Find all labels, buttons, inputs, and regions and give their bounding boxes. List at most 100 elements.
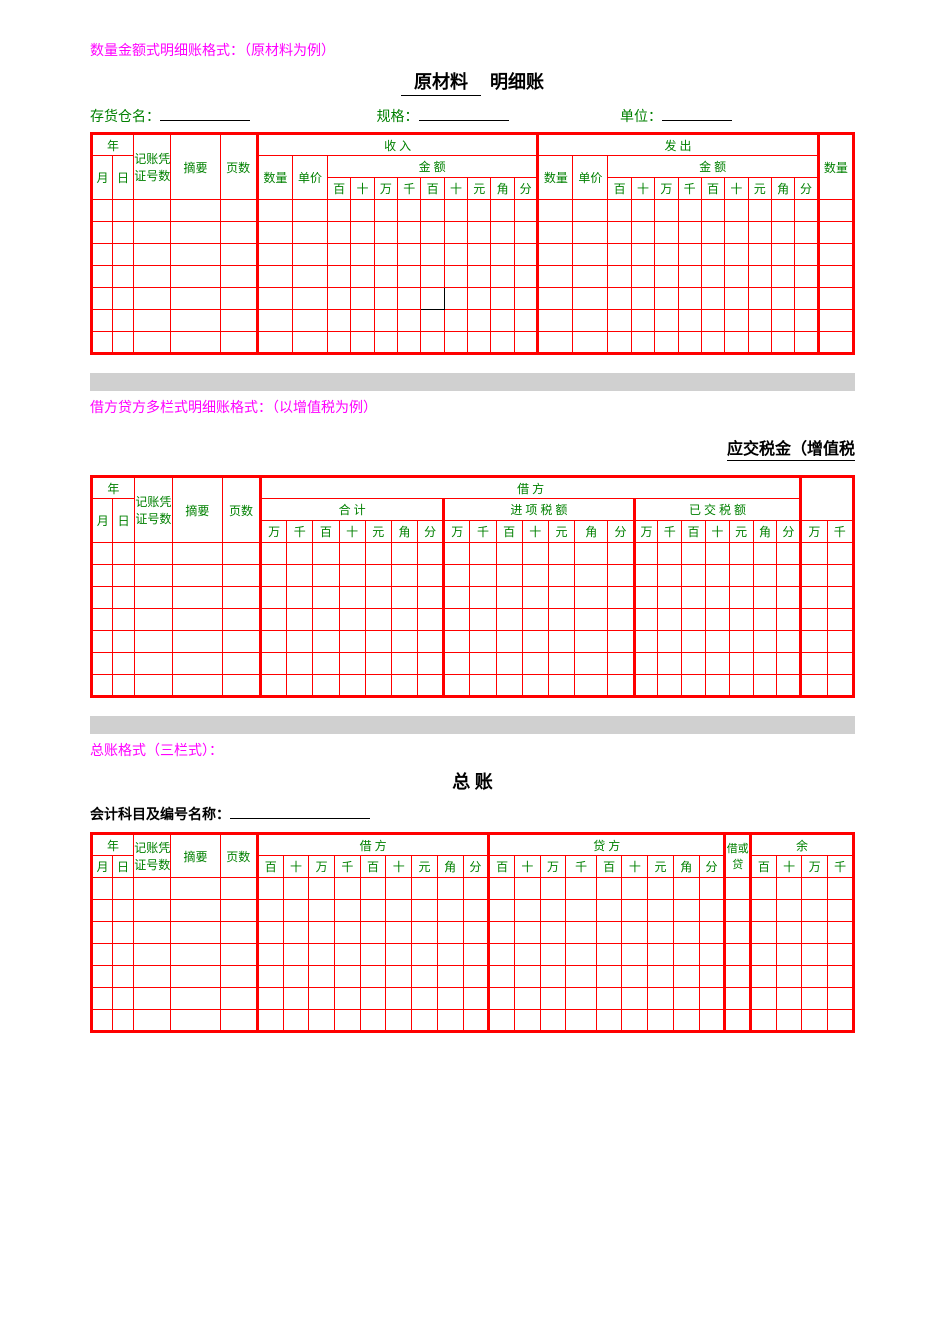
table-cell xyxy=(437,1010,463,1032)
table-cell xyxy=(818,310,853,332)
table-cell xyxy=(751,988,777,1010)
table-cell xyxy=(828,1010,854,1032)
table-cell xyxy=(608,587,634,609)
table-cell xyxy=(171,310,220,332)
table-cell xyxy=(540,900,566,922)
table-cell xyxy=(801,675,827,697)
table-cell xyxy=(283,922,309,944)
table-cell xyxy=(489,1010,515,1032)
table-cell xyxy=(113,310,134,332)
table-cell xyxy=(573,310,608,332)
digit-cell: 十 xyxy=(631,178,654,200)
table-cell xyxy=(622,1010,648,1032)
table-cell xyxy=(257,900,283,922)
table-cell xyxy=(678,200,701,222)
table-cell xyxy=(827,631,854,653)
table-cell xyxy=(257,200,292,222)
table-cell xyxy=(468,200,491,222)
digit-cell: 千 xyxy=(678,178,701,200)
table-cell xyxy=(171,878,220,900)
table-cell xyxy=(795,244,818,266)
table-cell xyxy=(514,1010,540,1032)
digit-cell: 角 xyxy=(771,178,794,200)
table-cell xyxy=(113,675,134,697)
digit-cell: 分 xyxy=(777,521,801,543)
table-cell xyxy=(444,332,467,354)
table-cell xyxy=(678,332,701,354)
table-cell xyxy=(751,922,777,944)
table-cell xyxy=(391,631,417,653)
table-cell xyxy=(751,944,777,966)
table-cell xyxy=(596,900,622,922)
table-cell xyxy=(309,988,335,1010)
table-cell xyxy=(514,966,540,988)
section3-label: 总账格式（三栏式）： xyxy=(90,740,855,760)
table-cell xyxy=(725,922,751,944)
table-cell xyxy=(771,200,794,222)
table-cell xyxy=(648,900,674,922)
digit-cell: 十 xyxy=(351,178,374,200)
table-cell xyxy=(113,878,134,900)
table-cell xyxy=(648,944,674,966)
table-cell xyxy=(444,587,470,609)
table-cell xyxy=(92,631,113,653)
table-cell xyxy=(386,988,412,1010)
table-cell xyxy=(771,244,794,266)
table-cell xyxy=(220,266,257,288)
table-cell xyxy=(827,609,854,631)
table-cell xyxy=(444,675,470,697)
table-cell xyxy=(220,922,257,944)
table-cell xyxy=(522,543,548,565)
table-cell xyxy=(283,1010,309,1032)
h2-month: 月 xyxy=(92,499,113,543)
table-cell xyxy=(113,200,134,222)
table-cell xyxy=(113,922,134,944)
table-cell xyxy=(673,900,699,922)
section3-table: 年 记账凭证号数 摘要 页数 借 方 贷 方 借或贷 余 月 日 百十万千百十元… xyxy=(90,832,855,1033)
table-cell xyxy=(412,988,438,1010)
table-cell xyxy=(818,222,853,244)
table-cell xyxy=(92,966,113,988)
digit-cell: 元 xyxy=(365,521,391,543)
table-cell xyxy=(631,332,654,354)
table-cell xyxy=(257,988,283,1010)
table-cell xyxy=(596,988,622,1010)
table-cell xyxy=(335,900,361,922)
table-cell xyxy=(360,922,386,944)
table-cell xyxy=(313,675,339,697)
table-cell xyxy=(777,609,801,631)
table-cell xyxy=(360,878,386,900)
table-cell xyxy=(725,1010,751,1032)
digit-cell: 十 xyxy=(444,178,467,200)
table-cell xyxy=(634,543,658,565)
table-cell xyxy=(566,988,596,1010)
table-cell xyxy=(171,200,220,222)
table-cell xyxy=(648,966,674,988)
table-cell xyxy=(339,675,365,697)
table-cell xyxy=(777,653,801,675)
table-cell xyxy=(391,565,417,587)
table-cell xyxy=(522,631,548,653)
table-cell xyxy=(257,966,283,988)
table-cell xyxy=(92,543,113,565)
table-cell xyxy=(113,244,134,266)
table-cell xyxy=(437,922,463,944)
table-cell xyxy=(622,944,648,966)
table-cell xyxy=(374,200,397,222)
table-cell xyxy=(283,900,309,922)
h-day: 日 xyxy=(113,156,134,200)
h2-pages: 页数 xyxy=(222,477,260,543)
table-cell xyxy=(463,966,489,988)
digit-cell: 百 xyxy=(360,856,386,878)
table-cell xyxy=(309,1010,335,1032)
digit-cell: 千 xyxy=(398,178,421,200)
table-cell xyxy=(351,288,374,310)
table-cell xyxy=(771,332,794,354)
table-cell xyxy=(351,266,374,288)
table-cell xyxy=(771,266,794,288)
table-cell xyxy=(801,631,827,653)
table-cell xyxy=(92,675,113,697)
table-cell xyxy=(134,922,171,944)
table-cell xyxy=(292,310,327,332)
h3-day: 日 xyxy=(113,856,134,878)
